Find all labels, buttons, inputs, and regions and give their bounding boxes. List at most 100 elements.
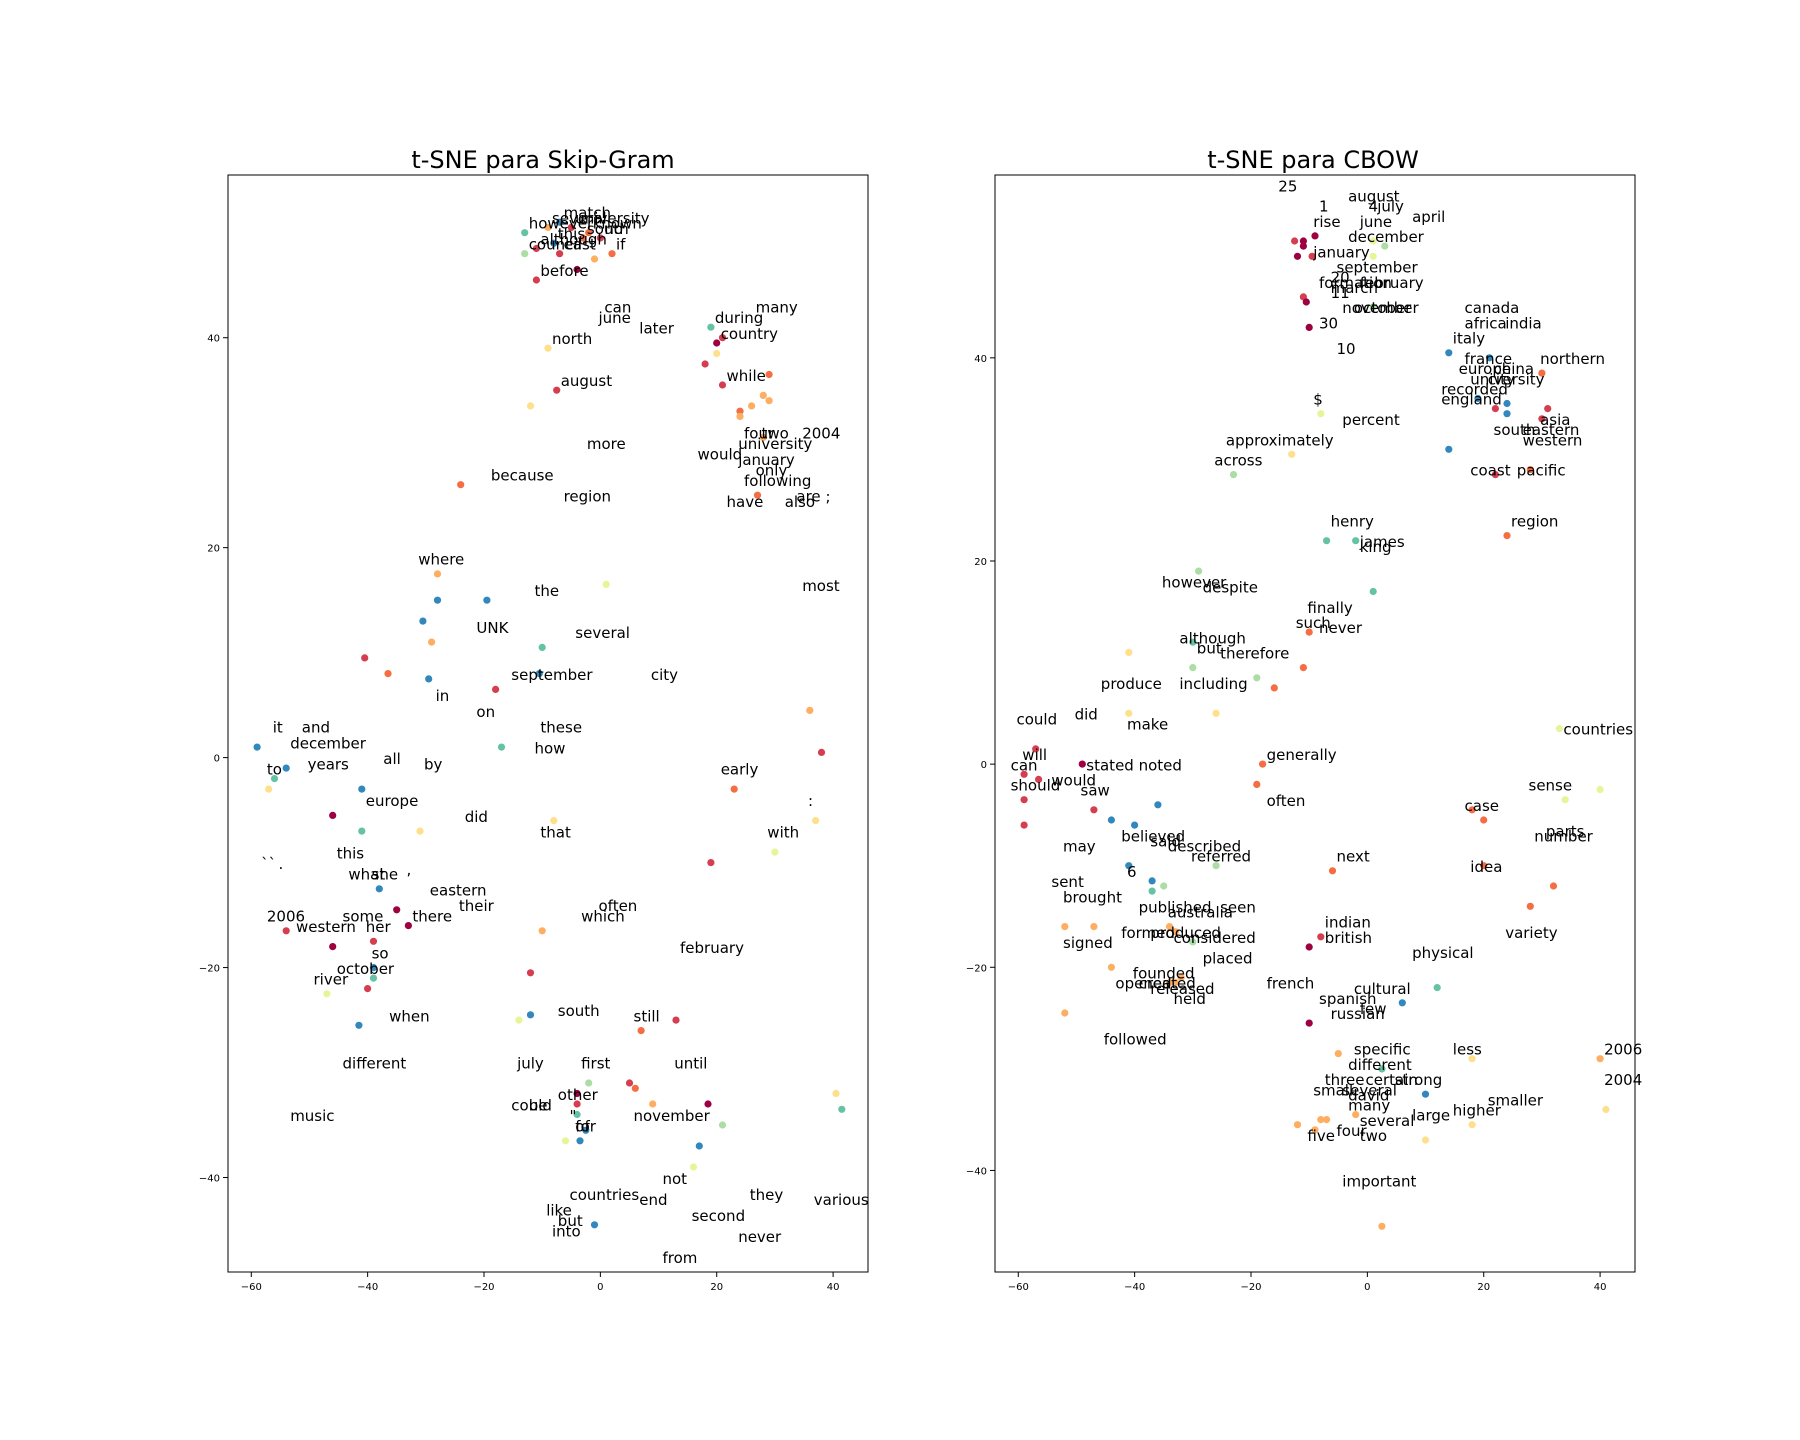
cbow-word-label: 1 bbox=[1319, 198, 1329, 216]
cbow-word-label: august bbox=[1348, 188, 1400, 206]
skipgram-point bbox=[544, 344, 552, 352]
skipgram-word-label: this bbox=[558, 225, 586, 243]
skipgram-point bbox=[282, 764, 290, 772]
skipgram-point bbox=[707, 859, 715, 867]
cbow-point bbox=[1480, 862, 1488, 870]
skipgram-point bbox=[265, 785, 273, 793]
cbow-plot-frame bbox=[994, 174, 1636, 1273]
skipgram-point bbox=[695, 1142, 703, 1150]
cbow-word-label: formed bbox=[1121, 924, 1175, 942]
skipgram-point bbox=[483, 596, 491, 604]
cbow-word-label: considered bbox=[1174, 929, 1256, 947]
cbow-word-label: formation bbox=[1319, 274, 1392, 292]
skipgram-point bbox=[753, 491, 762, 499]
cbow-word-label: november bbox=[1342, 299, 1419, 317]
cbow-word-label: 4 bbox=[1369, 198, 1379, 216]
skipgram-point bbox=[689, 1163, 698, 1171]
skipgram-word-label: different bbox=[343, 1055, 407, 1073]
cbow-word-label: stated bbox=[1086, 756, 1134, 774]
skipgram-word-label: when bbox=[389, 1007, 430, 1025]
cbow-word-label: brought bbox=[1063, 888, 1122, 906]
cbow-point bbox=[1334, 1050, 1342, 1058]
cbow-word-label: opened bbox=[1115, 975, 1171, 993]
cbow-point bbox=[1090, 806, 1098, 814]
cbow-x-tick-label: −20 bbox=[1240, 1282, 1261, 1293]
skipgram-word-label: if bbox=[616, 236, 626, 254]
cbow-point bbox=[1305, 943, 1313, 951]
cbow-point bbox=[1148, 877, 1156, 885]
skipgram-point bbox=[812, 817, 820, 825]
cbow-word-label: 30 bbox=[1319, 314, 1338, 332]
skipgram-word-label: their bbox=[459, 897, 495, 915]
skipgram-word-label: september bbox=[511, 666, 593, 684]
skipgram-point bbox=[538, 927, 546, 935]
cbow-word-label: france bbox=[1465, 350, 1513, 368]
cbow-point bbox=[1305, 628, 1313, 636]
skipgram-word-label: early bbox=[721, 761, 759, 779]
cbow-point bbox=[1061, 1009, 1069, 1017]
skipgram-x-tick-label: −20 bbox=[473, 1282, 494, 1293]
cbow-word-label: said bbox=[1150, 833, 1181, 851]
skipgram-plot-frame bbox=[227, 174, 869, 1273]
skipgram-word-label: they bbox=[750, 1186, 784, 1204]
skipgram-word-label: the bbox=[535, 582, 560, 600]
skipgram-point bbox=[457, 481, 465, 489]
cbow-word-label: many bbox=[1348, 1097, 1390, 1115]
skipgram-word-label: what bbox=[348, 866, 385, 884]
skipgram-point bbox=[631, 1084, 639, 1092]
cbow-point bbox=[1352, 1111, 1360, 1119]
cbow-word-label: region bbox=[1511, 513, 1558, 531]
cbow-word-label: 20 bbox=[1331, 269, 1350, 287]
skipgram-word-label: second bbox=[692, 1207, 746, 1225]
skipgram-word-label: there bbox=[412, 908, 452, 926]
skipgram-word-label: later bbox=[639, 320, 674, 338]
skipgram-word-label: : bbox=[808, 792, 813, 810]
cbow-point bbox=[1212, 862, 1220, 870]
skipgram-word-label: country bbox=[721, 325, 778, 343]
skipgram-point bbox=[416, 827, 424, 835]
skipgram-word-label: music bbox=[290, 1107, 334, 1125]
skipgram-word-label: north bbox=[552, 330, 592, 348]
cbow-point bbox=[1421, 1136, 1430, 1144]
cbow-point bbox=[1468, 1121, 1476, 1129]
skipgram-point bbox=[521, 250, 529, 258]
cbow-point bbox=[1270, 684, 1278, 692]
skipgram-word-label: because bbox=[491, 467, 554, 485]
skipgram-word-label: known bbox=[593, 215, 642, 233]
cbow-word-label: two bbox=[1360, 1127, 1387, 1145]
skipgram-word-label: during bbox=[715, 309, 763, 327]
skipgram-word-label: by bbox=[424, 755, 443, 773]
cbow-point bbox=[1538, 369, 1546, 377]
skipgram-point bbox=[329, 943, 337, 951]
cbow-point bbox=[1503, 532, 1511, 540]
skipgram-word-label: could bbox=[511, 1097, 552, 1115]
skipgram-word-label: university bbox=[738, 435, 812, 453]
skipgram-point bbox=[556, 218, 564, 226]
skipgram-point bbox=[718, 334, 727, 342]
cbow-point bbox=[1445, 349, 1453, 357]
cbow-word-label: cultural bbox=[1354, 980, 1411, 998]
cbow-point bbox=[1107, 816, 1115, 824]
skipgram-word-label: but bbox=[558, 1212, 583, 1230]
skipgram-word-label: 2004 bbox=[802, 425, 840, 443]
skipgram-point bbox=[576, 1137, 584, 1145]
cbow-word-label: $ bbox=[1313, 391, 1323, 409]
cbow-point bbox=[1125, 709, 1133, 717]
skipgram-word-label: more bbox=[587, 435, 626, 453]
skipgram-point bbox=[358, 827, 366, 835]
cbow-word-label: often bbox=[1267, 792, 1306, 810]
skipgram-point bbox=[425, 675, 433, 683]
skipgram-point bbox=[526, 402, 535, 410]
cbow-y-tick-label: 40 bbox=[974, 354, 987, 365]
skipgram-point bbox=[567, 223, 575, 232]
skipgram-word-label: how bbox=[535, 740, 566, 758]
cbow-point bbox=[1317, 410, 1325, 418]
cbow-point bbox=[1378, 1222, 1386, 1230]
skipgram-word-label: , bbox=[407, 860, 412, 878]
cbow-word-label: will bbox=[1022, 746, 1047, 764]
cbow-point bbox=[1526, 466, 1534, 474]
cbow-point bbox=[1485, 354, 1494, 362]
cbow-word-label: sense bbox=[1529, 777, 1573, 795]
skipgram-word-label: south bbox=[558, 1002, 600, 1020]
